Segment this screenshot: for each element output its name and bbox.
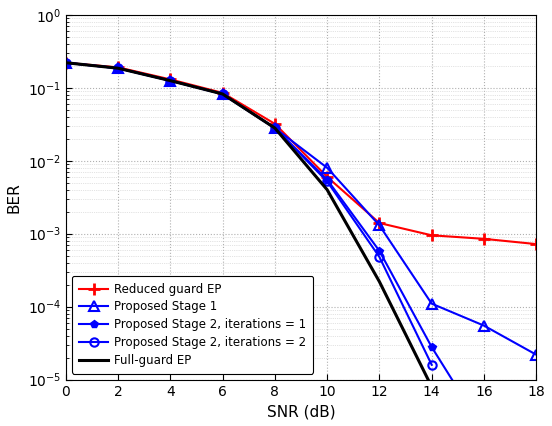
Reduced guard EP <box>272 121 278 127</box>
X-axis label: SNR (dB): SNR (dB) <box>267 404 335 419</box>
Reduced guard EP <box>324 174 331 179</box>
Proposed Stage 1 <box>324 165 331 170</box>
Reduced guard EP <box>376 221 383 226</box>
Reduced guard EP <box>62 60 69 65</box>
Full-guard EP <box>62 60 69 65</box>
Proposed Stage 2, iterations = 1 <box>376 248 383 253</box>
Reduced guard EP <box>481 236 487 242</box>
Proposed Stage 2, iterations = 2 <box>376 254 383 259</box>
Proposed Stage 2, iterations = 1 <box>115 66 121 71</box>
Reduced guard EP <box>167 77 174 82</box>
Full-guard EP <box>115 66 121 71</box>
Proposed Stage 2, iterations = 1 <box>428 345 435 350</box>
Proposed Stage 2, iterations = 2 <box>428 362 435 367</box>
Full-guard EP <box>428 384 435 389</box>
Proposed Stage 2, iterations = 1 <box>324 177 331 182</box>
Full-guard EP <box>272 126 278 131</box>
Proposed Stage 2, iterations = 1 <box>167 78 174 83</box>
Proposed Stage 1 <box>376 223 383 228</box>
Proposed Stage 2, iterations = 2 <box>272 126 278 131</box>
Reduced guard EP <box>533 242 539 247</box>
Reduced guard EP <box>428 233 435 238</box>
Proposed Stage 1 <box>272 126 278 131</box>
Full-guard EP <box>167 78 174 83</box>
Proposed Stage 2, iterations = 2 <box>167 78 174 83</box>
Proposed Stage 2, iterations = 2 <box>324 179 331 184</box>
Line: Full-guard EP: Full-guard EP <box>66 63 432 387</box>
Full-guard EP <box>376 279 383 284</box>
Proposed Stage 2, iterations = 2 <box>62 60 69 65</box>
Proposed Stage 2, iterations = 2 <box>219 92 226 97</box>
Proposed Stage 1 <box>167 78 174 83</box>
Legend: Reduced guard EP, Proposed Stage 1, Proposed Stage 2, iterations = 1, Proposed S: Reduced guard EP, Proposed Stage 1, Prop… <box>72 276 314 374</box>
Reduced guard EP <box>115 65 121 70</box>
Line: Reduced guard EP: Reduced guard EP <box>60 57 543 250</box>
Proposed Stage 2, iterations = 1 <box>219 92 226 97</box>
Full-guard EP <box>219 92 226 97</box>
Proposed Stage 1 <box>533 352 539 357</box>
Proposed Stage 2, iterations = 1 <box>62 60 69 65</box>
Line: Proposed Stage 2, iterations = 2: Proposed Stage 2, iterations = 2 <box>62 58 436 369</box>
Line: Proposed Stage 2, iterations = 1: Proposed Stage 2, iterations = 1 <box>62 58 488 426</box>
Reduced guard EP <box>219 90 226 95</box>
Proposed Stage 1 <box>481 323 487 328</box>
Full-guard EP <box>324 187 331 192</box>
Proposed Stage 1 <box>62 60 69 65</box>
Proposed Stage 1 <box>219 92 226 97</box>
Proposed Stage 2, iterations = 2 <box>115 66 121 71</box>
Line: Proposed Stage 1: Proposed Stage 1 <box>61 58 541 360</box>
Y-axis label: BER: BER <box>7 182 22 213</box>
Proposed Stage 2, iterations = 1 <box>272 126 278 131</box>
Proposed Stage 1 <box>115 66 121 71</box>
Proposed Stage 1 <box>428 301 435 306</box>
